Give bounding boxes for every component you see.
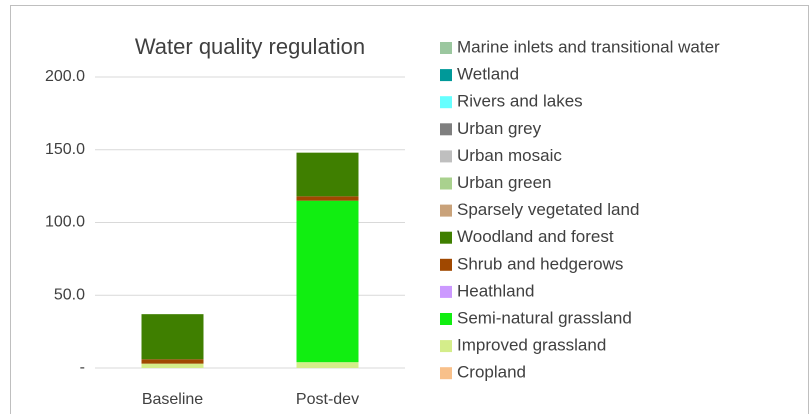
legend-label: Sparsely vegetated land — [457, 200, 639, 219]
legend-label: Marine inlets and transitional water — [457, 37, 720, 56]
bar-segment — [296, 152, 359, 197]
bar-segment — [141, 363, 204, 368]
legend-swatch — [440, 177, 452, 190]
legend-label: Urban grey — [457, 119, 542, 138]
x-tick-label: Baseline — [142, 391, 203, 408]
legend-label: Urban green — [457, 173, 552, 192]
legend-label: Woodland and forest — [457, 227, 614, 246]
legend-swatch — [440, 42, 452, 54]
legend-swatch — [440, 340, 452, 353]
legend-label: Rivers and lakes — [457, 92, 583, 111]
y-tick-label: 100.0 — [45, 214, 85, 231]
bar-segment — [141, 359, 204, 364]
legend-label: Semi-natural grassland — [457, 308, 632, 327]
legend-label: Heathland — [457, 281, 535, 300]
bar-segment — [296, 196, 359, 201]
legend-swatch — [440, 258, 452, 271]
y-tick-label: 200.0 — [45, 68, 85, 85]
y-tick-label: 50.0 — [54, 286, 85, 303]
bar-segment — [141, 314, 204, 360]
legend-swatch — [440, 204, 452, 217]
legend-label: Cropland — [457, 363, 526, 382]
x-tick-label: Post-dev — [296, 391, 359, 408]
chart-title: Water quality regulation — [135, 34, 365, 59]
legend-swatch — [440, 69, 452, 82]
legend-swatch — [440, 313, 452, 325]
chart-border — [10, 5, 809, 414]
legend-swatch — [440, 96, 452, 109]
legend-swatch — [440, 231, 452, 244]
y-tick-label: 150.0 — [45, 141, 85, 158]
legend-swatch — [440, 150, 452, 163]
legend-swatch — [440, 123, 452, 136]
legend-swatch — [440, 285, 452, 298]
legend-label: Wetland — [457, 65, 519, 84]
y-tick-label: - — [80, 359, 85, 376]
legend-label: Urban mosaic — [457, 146, 562, 165]
legend-label: Improved grassland — [457, 336, 606, 355]
legend-swatch — [440, 367, 452, 380]
bar-segment — [296, 362, 359, 368]
bar-segment — [296, 200, 359, 363]
legend-label: Shrub and hedgerows — [457, 254, 623, 273]
